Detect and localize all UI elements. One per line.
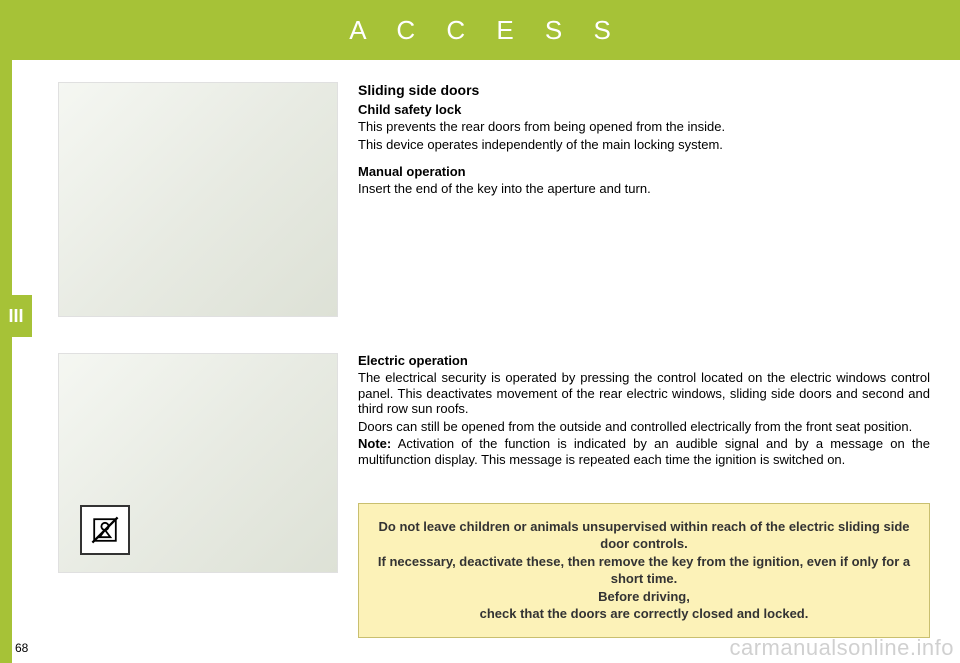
para-electric-2: Doors can still be opened from the outsi… <box>358 419 930 435</box>
warning-line-4: check that the doors are correctly close… <box>377 605 911 623</box>
header-title: A C C E S S <box>349 15 623 46</box>
warning-line-1: Do not leave children or animals unsuper… <box>377 518 911 553</box>
chapter-tab: III <box>0 295 32 337</box>
note-label: Note: <box>358 436 391 451</box>
child-lock-icon <box>80 505 130 555</box>
subheading-child-lock: Child safety lock <box>358 102 930 117</box>
heading-sliding-doors: Sliding side doors <box>358 82 930 98</box>
warning-line-2: If necessary, deactivate these, then rem… <box>377 553 911 588</box>
para-child-lock-2: This device operates independently of th… <box>358 137 930 153</box>
para-note: Note: Activation of the function is indi… <box>358 436 930 467</box>
watermark: carmanualsonline.info <box>729 635 954 661</box>
warning-box: Do not leave children or animals unsuper… <box>358 503 930 638</box>
para-manual: Insert the end of the key into the apert… <box>358 181 930 197</box>
illustration-child-lock <box>58 82 338 317</box>
note-text: Activation of the function is indicated … <box>358 436 930 467</box>
subheading-manual: Manual operation <box>358 164 930 179</box>
para-electric-1: The electrical security is operated by p… <box>358 370 930 417</box>
page-header: A C C E S S <box>12 0 960 60</box>
content-upper: Sliding side doors Child safety lock Thi… <box>358 82 930 199</box>
content-lower: Electric operation The electrical securi… <box>358 353 930 470</box>
para-child-lock-1: This prevents the rear doors from being … <box>358 119 930 135</box>
warning-line-3: Before driving, <box>377 588 911 606</box>
page-number: 68 <box>15 641 28 655</box>
subheading-electric: Electric operation <box>358 353 930 368</box>
